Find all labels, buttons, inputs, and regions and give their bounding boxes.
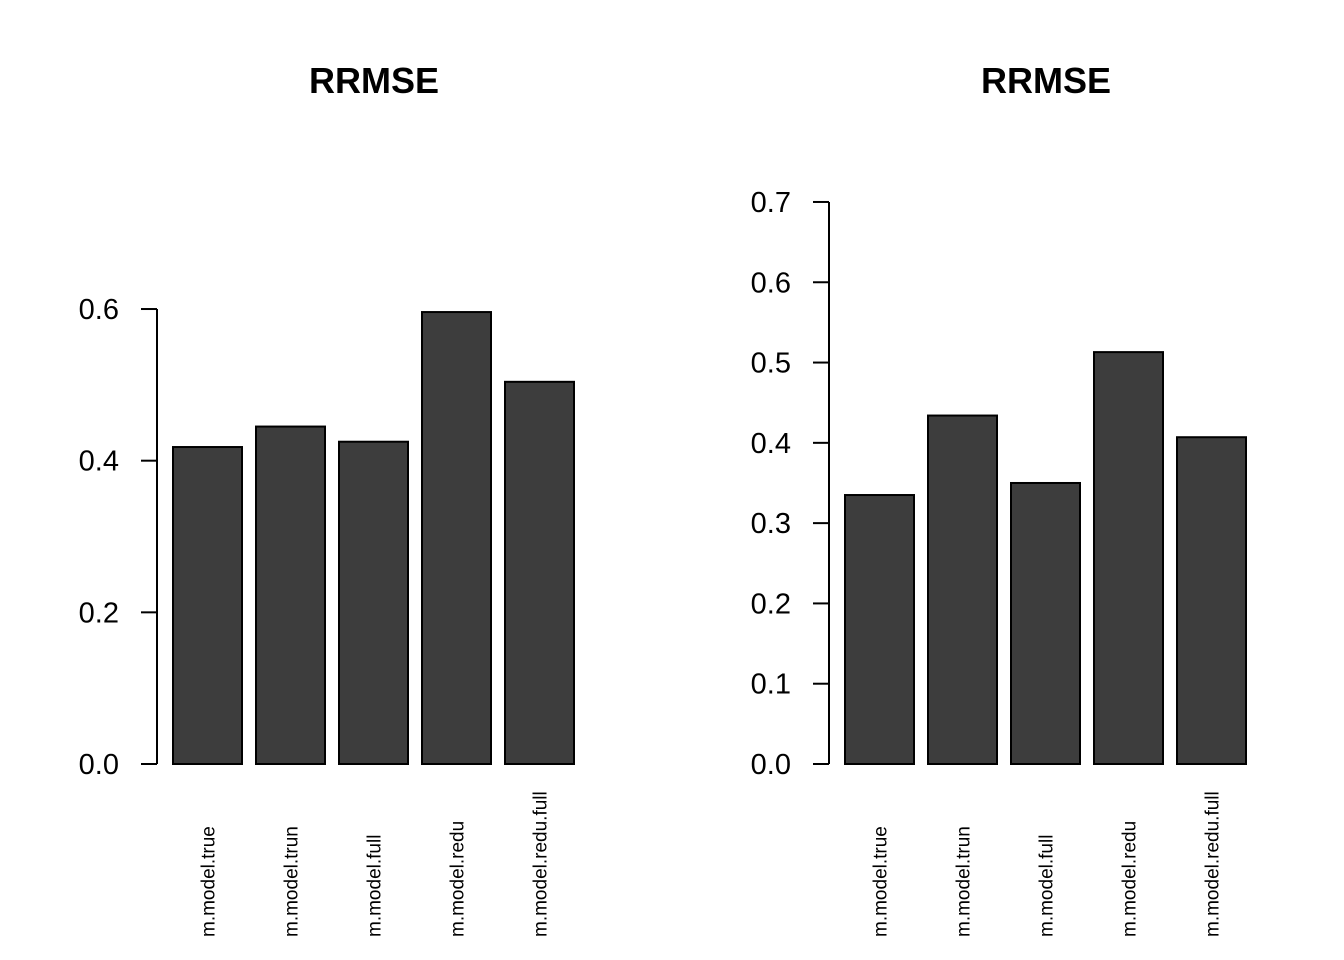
category-labels-right: m.model.true m.model.trun m.model.full m.mo…	[871, 791, 1224, 937]
bar-right-m-model-trun	[927, 414, 998, 765]
bar-left-m-model-trun	[255, 425, 326, 765]
category-label-right-1: m.model.trun	[954, 826, 975, 937]
category-label-right-0: m.model.true	[871, 826, 892, 937]
y-tick-label-right-7: 0.7	[751, 187, 791, 219]
category-label-right-2: m.model.full	[1037, 835, 1058, 937]
category-labels-left: m.model.true m.model.trun m.model.full m.mo…	[199, 791, 552, 937]
y-tick-label-left-1: 0.2	[79, 597, 119, 629]
bar-left-m-model-redu-full	[504, 380, 575, 765]
y-tick-label-right-5: 0.5	[751, 348, 791, 380]
y-tick-label-right-4: 0.4	[751, 428, 791, 460]
chart-title-left: RRMSE	[309, 60, 439, 101]
y-tick-label-right-1: 0.1	[751, 669, 791, 701]
bar-right-m-model-true	[844, 494, 915, 765]
y-tick-label-left-0: 0.0	[79, 749, 119, 781]
y-tick-label-right-3: 0.3	[751, 508, 791, 540]
y-tick-label-right-0: 0.0	[751, 749, 791, 781]
bars-left	[172, 311, 575, 765]
y-tick-label-left-3: 0.6	[79, 294, 119, 326]
category-label-left-0: m.model.true	[199, 826, 220, 937]
y-axis-right: 0.0 0.1 0.2 0.3 0.4 0.5 0.6 0.7	[751, 187, 830, 781]
bar-right-m-model-redu	[1093, 351, 1164, 765]
bar-right-m-model-redu-full	[1176, 436, 1247, 765]
category-label-right-4: m.model.redu.full	[1203, 791, 1224, 937]
bar-left-m-model-full	[338, 440, 409, 765]
y-axis-left: 0.0 0.2 0.4 0.6	[79, 294, 158, 781]
y-tick-label-right-2: 0.2	[751, 588, 791, 620]
bars-right	[844, 351, 1247, 765]
y-tick-label-right-6: 0.6	[751, 267, 791, 299]
bar-right-m-model-full	[1010, 481, 1081, 765]
y-tick-label-left-2: 0.4	[79, 446, 119, 478]
chart-panel-left: RRMSE 0.00.20.40.6 m.model.true m.model.t…	[79, 60, 575, 937]
category-label-left-1: m.model.trun	[282, 826, 303, 937]
category-label-left-4: m.model.redu.full	[531, 791, 552, 937]
chart-title-right: RRMSE	[981, 60, 1111, 101]
bar-left-m-model-redu	[421, 311, 492, 765]
category-label-right-3: m.model.redu	[1120, 821, 1141, 937]
bar-left-m-model-true	[172, 446, 243, 765]
chart-panel-right: RRMSE 0.0 0.1 0.2 0.3 0.4 0.5 0.6 0.7 m.model.t…	[751, 60, 1247, 937]
category-label-left-2: m.model.full	[365, 835, 386, 937]
category-label-left-3: m.model.redu	[448, 821, 469, 937]
